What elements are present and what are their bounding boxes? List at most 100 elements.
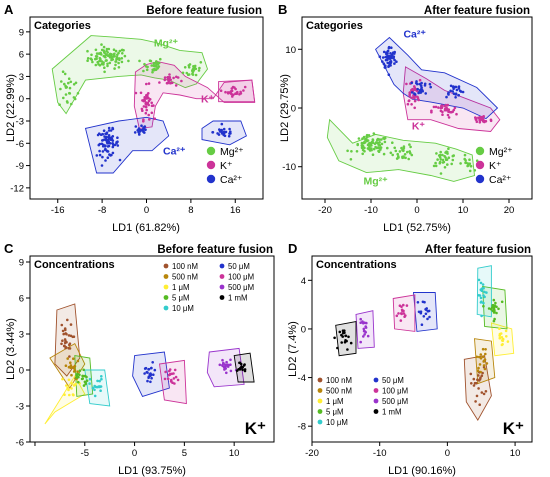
x-tick-label: 10 (510, 448, 521, 459)
point-ca (381, 60, 384, 63)
point-50m (424, 312, 428, 316)
point-k (479, 117, 483, 120)
point-k (219, 89, 223, 92)
point-ca (106, 156, 110, 159)
point-100nm (482, 392, 486, 396)
legend-label: K⁺ (489, 160, 502, 172)
point-50m (428, 315, 431, 319)
point-k (163, 78, 167, 82)
point-1mm (343, 329, 346, 333)
point-5m (493, 317, 496, 321)
point-ca (107, 137, 111, 141)
point-100m (166, 377, 170, 381)
point-mg (451, 158, 455, 162)
point-100nm (68, 342, 72, 346)
point-k (150, 104, 154, 108)
point-100nm (472, 377, 476, 381)
point-mg (367, 147, 371, 151)
point-mg (443, 166, 447, 169)
point-5m (500, 300, 504, 304)
hull-mg (51, 35, 209, 115)
point-k (447, 110, 450, 113)
point-mg (391, 153, 395, 157)
point-ca (382, 62, 386, 65)
point-10m (478, 294, 482, 297)
point-k (413, 99, 417, 103)
point-10m (94, 385, 97, 389)
point-50m (150, 366, 153, 370)
point-ca (454, 85, 458, 89)
x-tick-label: 10 (229, 448, 240, 459)
legend-label: 50 μM (382, 376, 404, 385)
point-50m (419, 311, 423, 315)
point-k (405, 82, 408, 86)
point-mg (364, 138, 367, 142)
point-mg (397, 155, 400, 158)
point-ca (140, 129, 143, 132)
point-1m (68, 393, 71, 397)
point-ca (111, 127, 115, 131)
point-mg (114, 63, 117, 67)
point-ca (95, 154, 99, 157)
legend-swatch (206, 160, 216, 170)
point-mg (192, 67, 195, 70)
ion-label: K⁺ (503, 419, 524, 438)
point-mg (94, 48, 98, 52)
legend-swatch (163, 274, 169, 279)
point-1m (499, 332, 503, 335)
y-tick-label: 0 (19, 366, 24, 377)
point-ca (390, 54, 394, 57)
point-mg (145, 68, 149, 72)
legend-label: 500 μM (382, 397, 408, 406)
point-ca (424, 92, 428, 95)
point-50m (421, 300, 425, 304)
point-mg (194, 73, 198, 77)
point-ca (388, 57, 392, 60)
point-100m (173, 368, 177, 372)
point-500m (359, 317, 363, 321)
point-ca (96, 133, 100, 137)
point-mg (67, 81, 70, 85)
x-tick-label: 10 (458, 205, 469, 216)
point-50m (146, 379, 149, 383)
point-mg (393, 146, 397, 150)
point-ca (390, 46, 393, 49)
point-k (180, 79, 183, 83)
point-mg (86, 59, 89, 62)
point-k (230, 87, 234, 90)
point-k (150, 101, 153, 105)
point-mg (97, 63, 100, 66)
point-mg (438, 161, 442, 165)
point-ca (99, 133, 103, 136)
point-mg (361, 148, 365, 152)
point-10m (479, 288, 483, 292)
x-axis-label: LD1 (61.82%) (112, 222, 180, 234)
x-tick-label: -16 (51, 205, 65, 216)
point-100nm (480, 391, 484, 394)
y-tick-label: 6 (19, 50, 24, 61)
point-ca (143, 131, 146, 134)
point-1m (70, 387, 73, 390)
point-mg (450, 162, 454, 166)
point-ca (104, 159, 107, 162)
point-mg (361, 145, 365, 149)
point-ca (387, 45, 391, 49)
legend-label: 100 nM (326, 376, 352, 385)
point-mg (100, 43, 103, 46)
point-100nm (60, 323, 64, 327)
point-100m (405, 304, 409, 307)
panel-label: C (4, 241, 14, 256)
point-mg (113, 54, 116, 58)
point-mg (120, 57, 124, 60)
panel-label: D (288, 241, 297, 256)
point-k (148, 118, 151, 121)
point-ca (112, 143, 115, 147)
point-100m (398, 304, 402, 308)
point-1mm (238, 361, 241, 365)
point-10m (483, 290, 486, 294)
point-500nm (475, 355, 479, 359)
point-100nm (66, 318, 69, 322)
point-ca (216, 132, 219, 135)
panel-a: A Before feature fusion Categories -16 -8 0 8 1… (4, 2, 264, 234)
point-ca (455, 88, 459, 92)
